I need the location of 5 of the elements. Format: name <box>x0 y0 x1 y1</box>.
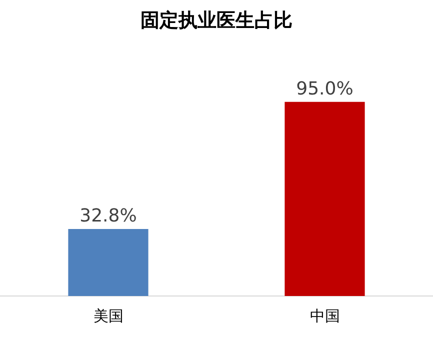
data-label: 95.0% <box>296 78 354 100</box>
x-tick-label: 中国 <box>310 306 340 325</box>
chart-title: 固定执业医生占比 <box>140 9 292 32</box>
data-label: 32.8% <box>80 206 137 227</box>
x-tick-label: 美国 <box>93 306 124 325</box>
